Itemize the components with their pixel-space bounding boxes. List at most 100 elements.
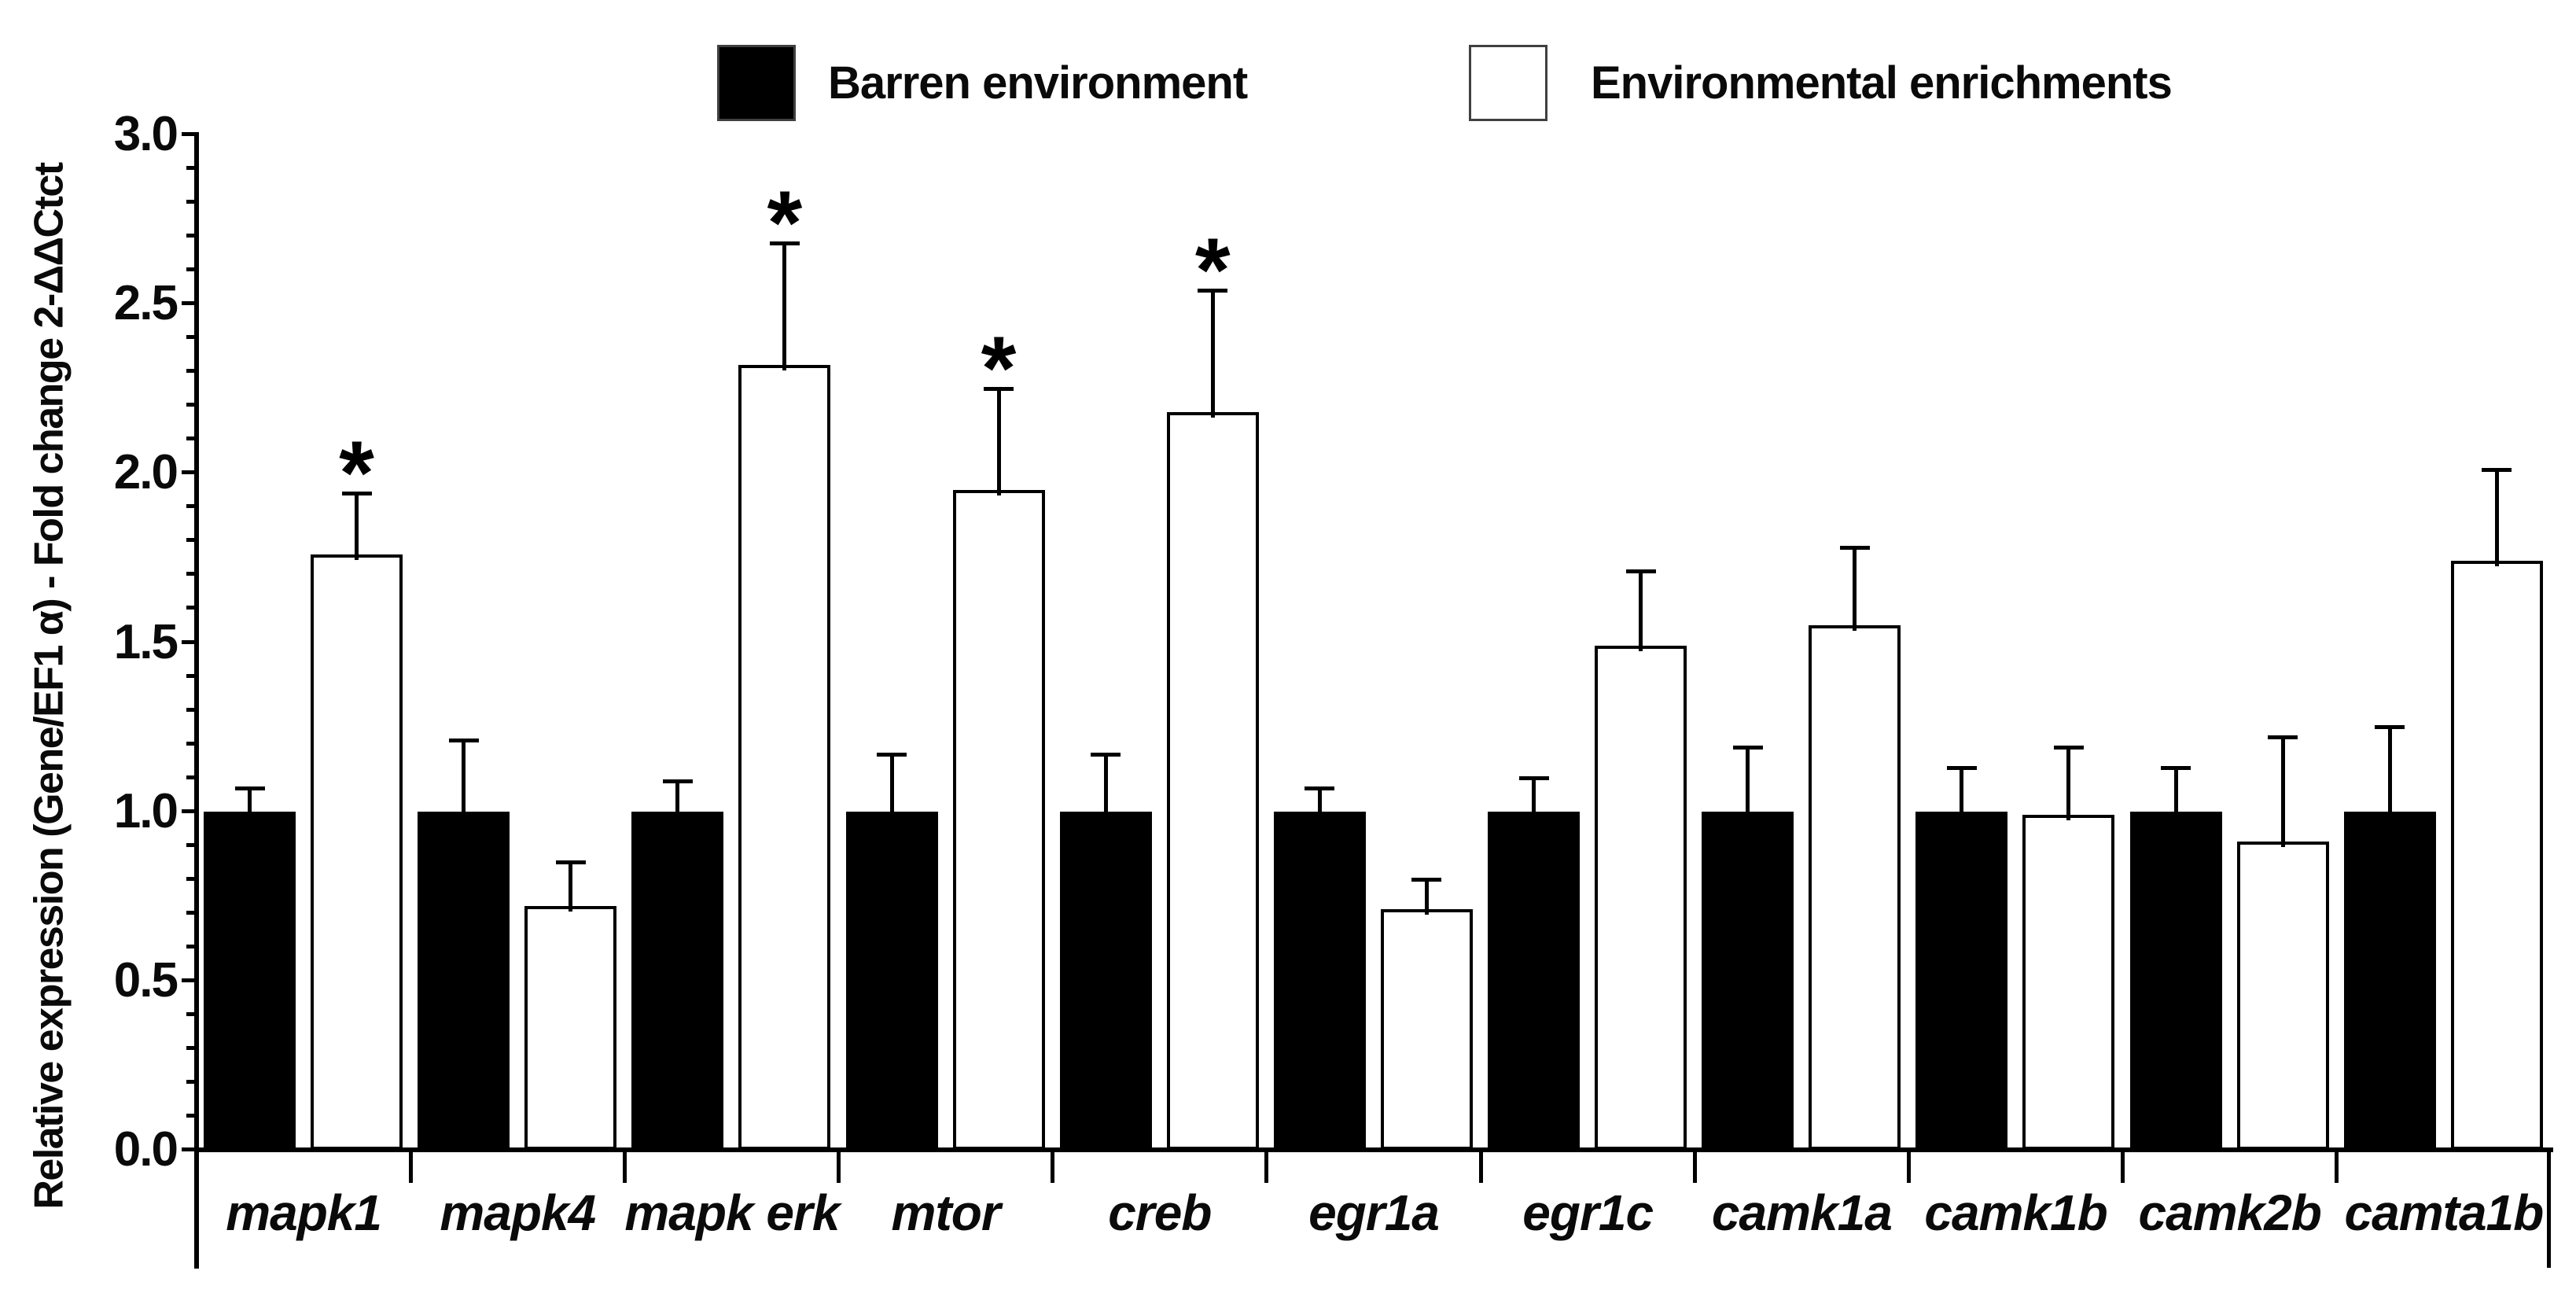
error-bar-egr1a xyxy=(1317,787,1322,827)
error-bar-cap-egr1c xyxy=(1625,569,1656,574)
y-axis-minor-tick xyxy=(186,234,197,238)
x-tick-label-creb: creb xyxy=(1108,1184,1212,1241)
x-axis-line xyxy=(194,1147,2553,1152)
legend-swatch-enrichment xyxy=(1469,45,1547,121)
error-bar-camta1b xyxy=(2387,727,2392,827)
error-bar-cap-creb xyxy=(1198,288,1228,293)
error-bar-mtor xyxy=(996,388,1001,495)
x-tick-label-egr1c: egr1c xyxy=(1522,1184,1654,1241)
x-tick-label-mapk1: mapk1 xyxy=(226,1184,382,1241)
significance-asterisk-creb: * xyxy=(1194,219,1231,321)
bar-barren-egr1a xyxy=(1273,811,1366,1150)
y-tick-label-2.5: 2.5 xyxy=(113,276,178,331)
y-axis-major-tick xyxy=(182,301,197,306)
bar-enrichment-egr1c xyxy=(1595,645,1687,1150)
error-bar-cap-egr1a xyxy=(1305,786,1335,790)
bar-enrichment-camk1b xyxy=(2022,814,2115,1150)
bar-barren-camta1b xyxy=(2343,811,2436,1150)
error-bar-creb xyxy=(1103,753,1108,827)
legend-label-barren: Barren environment xyxy=(828,57,1248,109)
error-bar-cap-mapk4 xyxy=(555,860,586,865)
error-bar-mapk erk xyxy=(675,780,680,827)
y-axis-minor-tick xyxy=(186,200,197,204)
y-tick-label-3.0: 3.0 xyxy=(113,107,178,161)
error-bar-cap-camk1a xyxy=(1732,745,1763,750)
y-axis-minor-tick xyxy=(186,369,197,374)
y-axis-minor-tick xyxy=(186,504,197,509)
group-separator-tick xyxy=(1692,1150,1697,1183)
x-tick-label-egr1a: egr1a xyxy=(1308,1184,1440,1241)
x-tick-label-mapk erk: mapk erk xyxy=(624,1184,840,1241)
y-tick-label-1.0: 1.0 xyxy=(113,783,178,838)
y-axis-minor-tick xyxy=(186,403,197,407)
group-separator-tick xyxy=(837,1150,841,1183)
y-axis-minor-tick xyxy=(186,910,197,915)
y-tick-label-0.5: 0.5 xyxy=(113,952,178,1007)
group-separator-tick xyxy=(408,1150,413,1183)
group-separator-tick xyxy=(2121,1150,2125,1183)
x-tick-label-camta1b: camta1b xyxy=(2344,1184,2545,1241)
y-axis-minor-tick xyxy=(186,1011,197,1016)
error-bar-cap-mtor xyxy=(984,386,1014,391)
y-axis-minor-tick xyxy=(186,775,197,779)
y-axis-major-tick xyxy=(182,978,197,982)
y-axis-line xyxy=(194,132,199,1269)
x-tick-label-camk2b: camk2b xyxy=(2138,1184,2322,1241)
error-bar-egr1c xyxy=(1532,777,1536,827)
error-bar-egr1c xyxy=(1639,571,1643,651)
bar-barren-mapk erk xyxy=(631,811,724,1150)
bar-barren-creb xyxy=(1059,811,1152,1150)
error-bar-cap-mapk erk xyxy=(662,779,693,783)
bar-barren-mapk4 xyxy=(418,811,510,1150)
error-bar-mapk erk xyxy=(782,242,787,370)
y-axis-minor-tick xyxy=(186,606,197,610)
x-axis-right-border xyxy=(2547,1150,2551,1268)
error-bar-egr1a xyxy=(1424,879,1429,915)
group-separator-tick xyxy=(1478,1150,1483,1183)
error-bar-cap-mapk1 xyxy=(234,786,265,790)
significance-asterisk-mtor: * xyxy=(981,318,1017,419)
bar-barren-camk1b xyxy=(1915,811,2008,1150)
bar-enrichment-mapk4 xyxy=(524,906,617,1150)
error-bar-cap-egr1c xyxy=(1518,775,1549,780)
error-bar-cap-camta1b xyxy=(2375,725,2405,730)
bar-barren-camk1a xyxy=(1702,811,1794,1150)
group-separator-tick xyxy=(622,1150,627,1183)
bar-enrichment-camta1b xyxy=(2450,561,2543,1150)
significance-asterisk-mapk1: * xyxy=(339,423,374,525)
y-axis-major-tick xyxy=(182,1147,197,1151)
error-bar-camk1a xyxy=(1853,547,1857,631)
bar-barren-egr1c xyxy=(1488,811,1581,1150)
x-tick-label-mapk4: mapk4 xyxy=(440,1184,596,1241)
y-axis-minor-tick xyxy=(186,436,197,441)
error-bar-mapk1 xyxy=(248,787,252,827)
error-bar-cap-camk2b xyxy=(2268,735,2298,739)
y-axis-minor-tick xyxy=(186,1045,197,1050)
bar-enrichment-mapk erk xyxy=(738,364,831,1150)
error-bar-creb xyxy=(1210,289,1215,418)
error-bar-cap-mapk erk xyxy=(769,241,800,245)
error-bar-camk1b xyxy=(1960,767,1964,827)
bar-enrichment-egr1a xyxy=(1380,909,1473,1150)
error-bar-cap-camk1b xyxy=(2053,745,2084,750)
y-axis-minor-tick xyxy=(186,944,197,948)
error-bar-mtor xyxy=(889,753,894,827)
error-bar-camk2b xyxy=(2280,736,2285,848)
error-bar-cap-creb xyxy=(1091,752,1121,757)
error-bar-cap-camk1b xyxy=(1946,765,1977,770)
y-axis-minor-tick xyxy=(186,335,197,340)
y-axis-minor-tick xyxy=(186,1079,197,1084)
bar-enrichment-mtor xyxy=(952,489,1045,1150)
error-bar-camk1a xyxy=(1746,746,1750,827)
bar-enrichment-creb xyxy=(1166,411,1259,1150)
y-axis-major-tick xyxy=(182,639,197,644)
x-tick-label-mtor: mtor xyxy=(891,1184,1001,1241)
error-bar-cap-mapk1 xyxy=(341,492,372,496)
error-bar-mapk4 xyxy=(462,740,466,827)
y-axis-minor-tick xyxy=(186,673,197,678)
error-bar-mapk4 xyxy=(569,862,573,912)
x-tick-label-camk1a: camk1a xyxy=(1711,1184,1893,1241)
y-axis-major-tick xyxy=(182,809,197,813)
y-axis-minor-tick xyxy=(186,1113,197,1118)
